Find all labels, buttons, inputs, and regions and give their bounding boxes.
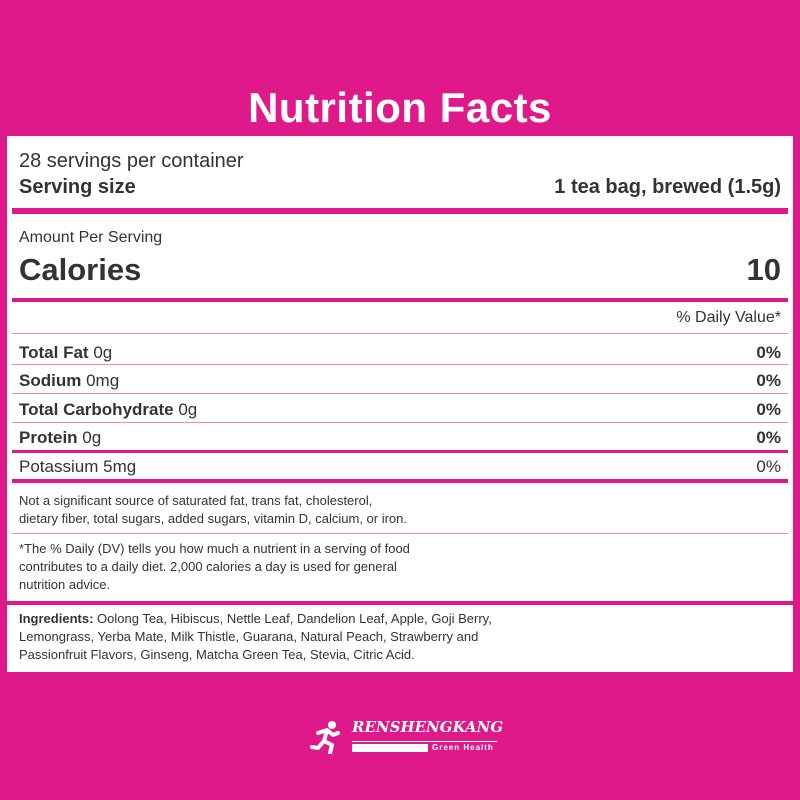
running-person-icon bbox=[310, 721, 340, 754]
nutrient-amount: 0g bbox=[178, 400, 198, 419]
amount-per-serving: Amount Per Serving bbox=[19, 229, 163, 246]
nutrient-name: Protein bbox=[19, 428, 78, 447]
nutrient-name: Sodium bbox=[19, 371, 82, 390]
nutrient-row: Potassium 5mg 0% bbox=[19, 457, 781, 477]
nutrient-amount: 0g bbox=[93, 343, 113, 362]
nutrient-dv: 0% bbox=[756, 457, 781, 476]
nutrient-row: Total Fat 0g 0% bbox=[19, 343, 781, 363]
nutrient-name: Total Fat bbox=[19, 343, 89, 362]
brand-tagline: Green Health bbox=[432, 743, 494, 752]
nutrient-row: Total Carbohydrate 0g 0% bbox=[19, 400, 781, 420]
logo-bar bbox=[352, 744, 428, 752]
ingredients-text: Ingredients: Oolong Tea, Hibiscus, Nettl… bbox=[19, 610, 492, 664]
page-title: Nutrition Facts bbox=[248, 84, 552, 131]
nutrient-row: Sodium 0mg 0% bbox=[19, 371, 781, 391]
nutrient-dv: 0% bbox=[756, 428, 781, 447]
divider bbox=[12, 393, 788, 394]
ingredients-line: Lemongrass, Yerba Mate, Milk Thistle, Gu… bbox=[19, 629, 479, 644]
ingredients-line: Oolong Tea, Hibiscus, Nettle Leaf, Dande… bbox=[93, 611, 492, 626]
nutrient-name: Total Carbohydrate bbox=[19, 400, 174, 419]
brand-name: RENSHENGKANG bbox=[352, 718, 504, 736]
thick-divider bbox=[12, 479, 788, 483]
nutrient-dv: 0% bbox=[756, 343, 781, 362]
daily-value-footnote: *The % Daily (DV) tells you how much a n… bbox=[19, 540, 410, 594]
thick-divider bbox=[12, 450, 788, 453]
footnote-line: contributes to a daily diet. 2,000 calor… bbox=[19, 559, 397, 574]
ingredients-label: Ingredients: bbox=[19, 611, 94, 626]
divider bbox=[12, 533, 788, 534]
nutrient-dv: 0% bbox=[756, 371, 781, 390]
note-line: Not a significant source of saturated fa… bbox=[19, 493, 373, 508]
nutrient-amount: 5mg bbox=[103, 457, 137, 476]
serving-size-value: 1 tea bag, brewed (1.5g) bbox=[554, 176, 781, 198]
serving-size-label: Serving size bbox=[19, 176, 136, 198]
nutrition-panel: 28 servings per container Serving size 1… bbox=[7, 136, 793, 601]
brand-logo: RENSHENGKANG Green Health bbox=[310, 716, 504, 760]
daily-value-header: % Daily Value* bbox=[676, 309, 781, 326]
nutrient-row: Protein 0g 0% bbox=[19, 428, 781, 448]
nutrient-amount: 0mg bbox=[86, 371, 120, 390]
not-significant-note: Not a significant source of saturated fa… bbox=[19, 492, 407, 528]
servings-per-container: 28 servings per container bbox=[19, 150, 244, 172]
calories-value: 10 bbox=[746, 252, 781, 287]
thick-divider bbox=[12, 208, 788, 214]
nutrient-name: Potassium bbox=[19, 457, 99, 476]
footnote-line: nutrition advice. bbox=[19, 577, 111, 592]
divider bbox=[12, 333, 788, 334]
nutrient-dv: 0% bbox=[756, 400, 781, 419]
divider bbox=[12, 422, 788, 423]
nutrient-amount: 0g bbox=[82, 428, 102, 447]
note-line: dietary fiber, total sugars, added sugar… bbox=[19, 511, 408, 526]
ingredients-panel: Ingredients: Oolong Tea, Hibiscus, Nettl… bbox=[7, 605, 793, 672]
ingredients-line: Passionfruit Flavors, Ginseng, Matcha Gr… bbox=[19, 647, 415, 662]
footnote-line: *The % Daily (DV) tells you how much a n… bbox=[19, 541, 410, 556]
thick-divider bbox=[12, 298, 788, 302]
divider bbox=[12, 364, 788, 365]
logo-line bbox=[352, 741, 497, 742]
calories-label: Calories bbox=[19, 252, 142, 287]
